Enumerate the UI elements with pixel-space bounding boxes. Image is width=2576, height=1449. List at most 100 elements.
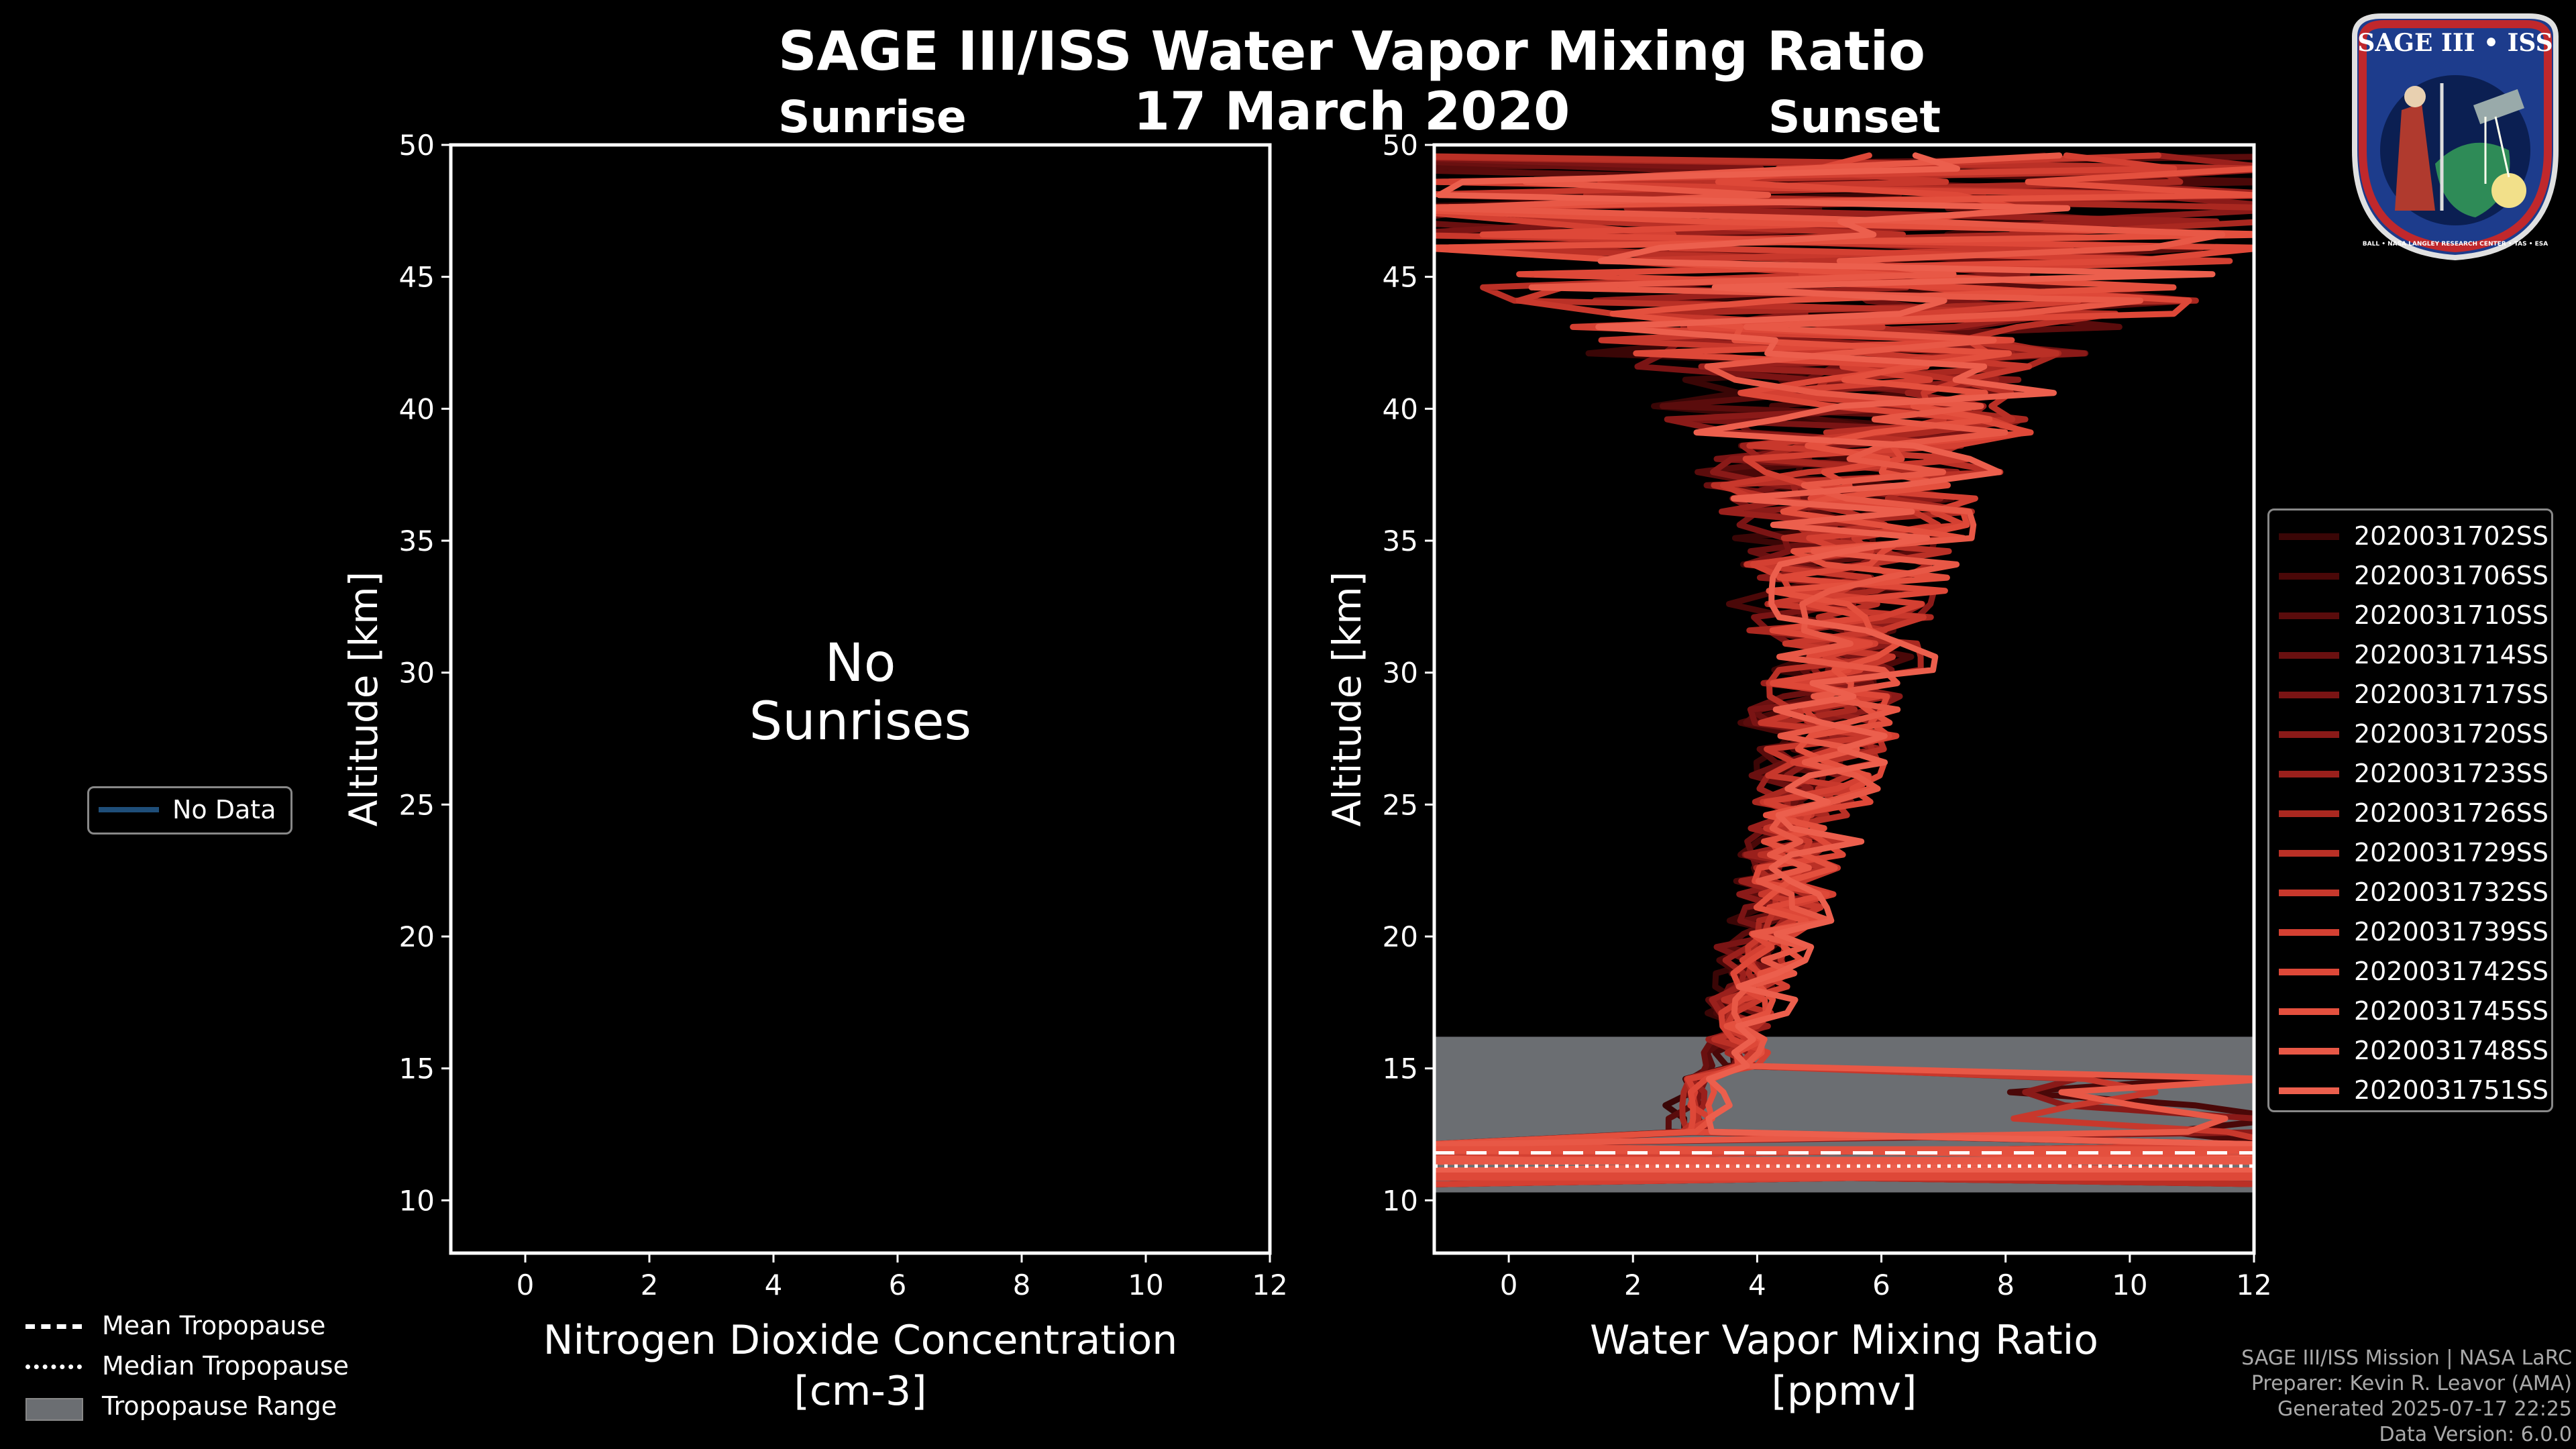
sunrise-ytick-label: 10 bbox=[399, 1184, 435, 1217]
series-legend-item: 2020031748SS bbox=[2269, 1034, 2551, 1068]
series-legend-swatch bbox=[2279, 1048, 2339, 1055]
series-legend-swatch bbox=[2279, 1008, 2339, 1015]
series-legend-label: 2020031739SS bbox=[2354, 917, 2549, 947]
series-legend-item: 2020031702SS bbox=[2269, 520, 2551, 553]
sunrise-ytick-label: 25 bbox=[399, 788, 435, 821]
sunrise-xtick-label: 6 bbox=[889, 1269, 907, 1301]
sunrise-ytick-label: 35 bbox=[399, 525, 435, 557]
sunset-xlabel-units: [ppmv] bbox=[1772, 1368, 1917, 1415]
series-legend-swatch bbox=[2279, 731, 2339, 738]
sunrise-ylabel: Altitude [km] bbox=[341, 572, 386, 826]
series-legend-swatch bbox=[2279, 533, 2339, 540]
sunset-xtick-label: 4 bbox=[1748, 1269, 1766, 1301]
sunset-xtick-label: 8 bbox=[1996, 1269, 2015, 1301]
tropopause-range-label: Tropopause Range bbox=[102, 1391, 337, 1421]
series-legend-label: 2020031726SS bbox=[2354, 798, 2549, 828]
mean-tropopause-label: Mean Tropopause bbox=[102, 1311, 326, 1340]
series-legend-label: 2020031717SS bbox=[2354, 680, 2549, 709]
footer-credits: SAGE III/ISS Mission | NASA LaRC Prepare… bbox=[2241, 1346, 2572, 1448]
footer-mission: SAGE III/ISS Mission | NASA LaRC bbox=[2241, 1346, 2572, 1370]
series-legend-label: 2020031720SS bbox=[2354, 719, 2549, 749]
series-line-2020031745SS bbox=[1434, 166, 2254, 1161]
series-legend-label: 2020031748SS bbox=[2354, 1036, 2549, 1065]
sunrise-xtick-label: 8 bbox=[1013, 1269, 1031, 1301]
no-data-swatch bbox=[99, 807, 159, 812]
sunset-ytick-label: 25 bbox=[1383, 788, 1418, 821]
series-legend-item: 2020031729SS bbox=[2269, 837, 2551, 870]
sunrise-ytick-label: 15 bbox=[399, 1053, 435, 1085]
sunrise-xtick-label: 12 bbox=[1252, 1269, 1287, 1301]
series-legend-label: 2020031723SS bbox=[2354, 759, 2549, 788]
series-legend-swatch bbox=[2279, 612, 2339, 619]
sunrise-ytick-label: 30 bbox=[399, 657, 435, 690]
figure-title: SAGE III/ISS Water Vapor Mixing Ratio bbox=[777, 20, 1926, 83]
logo-title: SAGE III • ISS bbox=[2357, 29, 2553, 57]
series-legend-label: 2020031710SS bbox=[2354, 600, 2549, 630]
sunset-plot-frame bbox=[1432, 143, 2256, 1255]
series-legend-item: 2020031742SS bbox=[2269, 955, 2551, 989]
series-line-2020031748SS bbox=[1434, 152, 2254, 1174]
series-legend-label: 2020031742SS bbox=[2354, 957, 2549, 986]
series-legend-label: 2020031706SS bbox=[2354, 561, 2549, 590]
sunrise-ytick-label: 20 bbox=[399, 920, 435, 953]
series-legend-swatch bbox=[2279, 771, 2339, 777]
series-legend-item: 2020031726SS bbox=[2269, 797, 2551, 830]
series-legend-swatch bbox=[2279, 1087, 2339, 1094]
sage-mission-logo: SAGE III • ISS BALL • NASA LANGLEY RESEA… bbox=[2352, 13, 2559, 261]
series-legend-swatch bbox=[2279, 969, 2339, 975]
sunrise-xtick-label: 0 bbox=[517, 1269, 535, 1301]
series-legend-label: 2020031732SS bbox=[2354, 877, 2549, 907]
series-legend-label: 2020031702SS bbox=[2354, 521, 2549, 551]
series-legend-label: 2020031729SS bbox=[2354, 838, 2549, 867]
sunset-ytick-label: 45 bbox=[1383, 261, 1418, 294]
sunset-subtitle: Sunset bbox=[1768, 91, 1941, 143]
series-legend-label: 2020031714SS bbox=[2354, 640, 2549, 669]
sunrise-xtick-label: 2 bbox=[641, 1269, 659, 1301]
sunrise-xtick-label: 10 bbox=[1128, 1269, 1163, 1301]
sunset-ytick-label: 40 bbox=[1383, 392, 1418, 425]
tropopause-range-swatch bbox=[25, 1398, 83, 1421]
footer-version: Data Version: 6.0.0 bbox=[2379, 1423, 2572, 1446]
sunset-xtick-label: 12 bbox=[2236, 1269, 2271, 1301]
sunrise-ytick-label: 45 bbox=[399, 261, 435, 294]
series-legend-swatch bbox=[2279, 810, 2339, 817]
sunrise-axes: 0 2 4 6 8 10 12 10 15 20 25 30 35 40 45 50 Nitrogen Diox… bbox=[341, 129, 1288, 1415]
mean-tropopause-swatch bbox=[25, 1324, 82, 1329]
sunset-ytick-label: 20 bbox=[1383, 920, 1418, 953]
sunset-xtick-label: 2 bbox=[1624, 1269, 1642, 1301]
sunset-ytick-label: 15 bbox=[1383, 1053, 1418, 1085]
sunset-plot-area bbox=[1434, 152, 2254, 1193]
series-legend-label: 2020031745SS bbox=[2354, 996, 2549, 1026]
series-legend-item: 2020031751SS bbox=[2269, 1074, 2551, 1108]
sunset-ytick-label: 35 bbox=[1383, 525, 1418, 557]
series-legend-item: 2020031739SS bbox=[2269, 916, 2551, 949]
series-legend-item: 2020031723SS bbox=[2269, 757, 2551, 791]
series-legend-swatch bbox=[2279, 890, 2339, 896]
sunset-ytick-label: 30 bbox=[1383, 657, 1418, 690]
series-legend-item: 2020031714SS bbox=[2269, 639, 2551, 672]
series-legend-item: 2020031710SS bbox=[2269, 599, 2551, 633]
footer-preparer: Preparer: Kevin R. Leavor (AMA) bbox=[2251, 1372, 2572, 1395]
sunrise-xlabel: Nitrogen Dioxide Concentration bbox=[543, 1317, 1178, 1364]
figure-date: 17 March 2020 bbox=[1133, 82, 1570, 142]
sunrise-xtick-label: 4 bbox=[765, 1269, 783, 1301]
no-data-legend: No Data bbox=[87, 786, 292, 835]
series-legend-item: 2020031745SS bbox=[2269, 995, 2551, 1028]
sunrise-plot-frame bbox=[449, 143, 1272, 1255]
series-legend-item: 2020031706SS bbox=[2269, 559, 2551, 593]
sunset-ylabel: Altitude [km] bbox=[1324, 572, 1370, 826]
series-legend-swatch bbox=[2279, 573, 2339, 580]
series-legend-swatch bbox=[2279, 850, 2339, 857]
series-line-2020031729SS bbox=[1434, 153, 2254, 1187]
tropopause-legend: Mean Tropopause Median Tropopause Tropop… bbox=[25, 1308, 401, 1429]
median-tropopause-label: Median Tropopause bbox=[102, 1351, 349, 1381]
series-legend-swatch bbox=[2279, 692, 2339, 698]
logo-ring-text: BALL • NASA LANGLEY RESEARCH CENTER • TA… bbox=[2363, 241, 2548, 248]
no-sunrises-text-line2: Sunrises bbox=[749, 692, 971, 752]
sunset-ytick-label: 50 bbox=[1383, 129, 1418, 162]
no-sunrises-text-line1: No bbox=[824, 633, 896, 694]
series-legend: 2020031702SS 2020031706SS 2020031710SS 2020… bbox=[2267, 508, 2553, 1112]
sunset-xtick-label: 0 bbox=[1500, 1269, 1518, 1301]
